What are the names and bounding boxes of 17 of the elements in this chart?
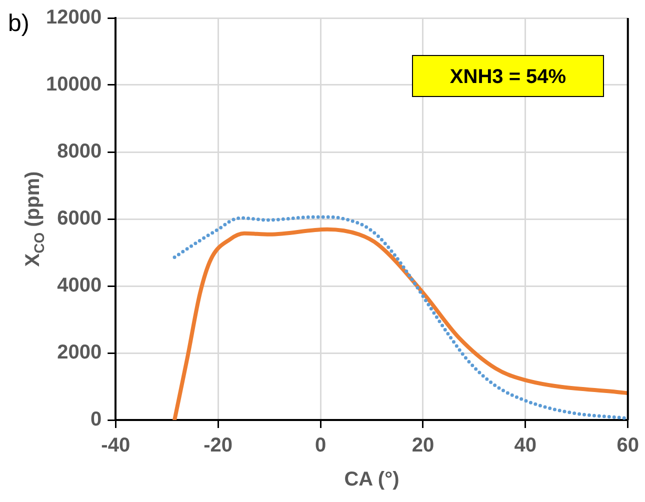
y-tick-label: 10000 <box>46 74 102 96</box>
x-tick-label: 40 <box>514 434 537 457</box>
y-tick-label: 12000 <box>46 6 102 29</box>
text-box: XNH3 = 54% <box>412 55 604 97</box>
x-tick-label: -40 <box>101 434 130 457</box>
x-tick-label: 0 <box>314 434 326 457</box>
y-tick-label: 6000 <box>57 208 102 230</box>
text: b) <box>8 10 30 38</box>
y-tick-label: 4000 <box>57 274 102 297</box>
x-tick-label: -20 <box>204 434 233 457</box>
y-tick-label: 2000 <box>57 342 102 364</box>
x-axis-title: CA (°) <box>344 468 400 491</box>
x-tick-label: 60 <box>616 434 639 457</box>
y-tick-label: 0 <box>90 408 102 431</box>
y-axis-title: XCO (ppm) <box>22 171 47 267</box>
x-tick-label: 20 <box>412 434 434 457</box>
y-tick-label: 8000 <box>57 140 102 163</box>
